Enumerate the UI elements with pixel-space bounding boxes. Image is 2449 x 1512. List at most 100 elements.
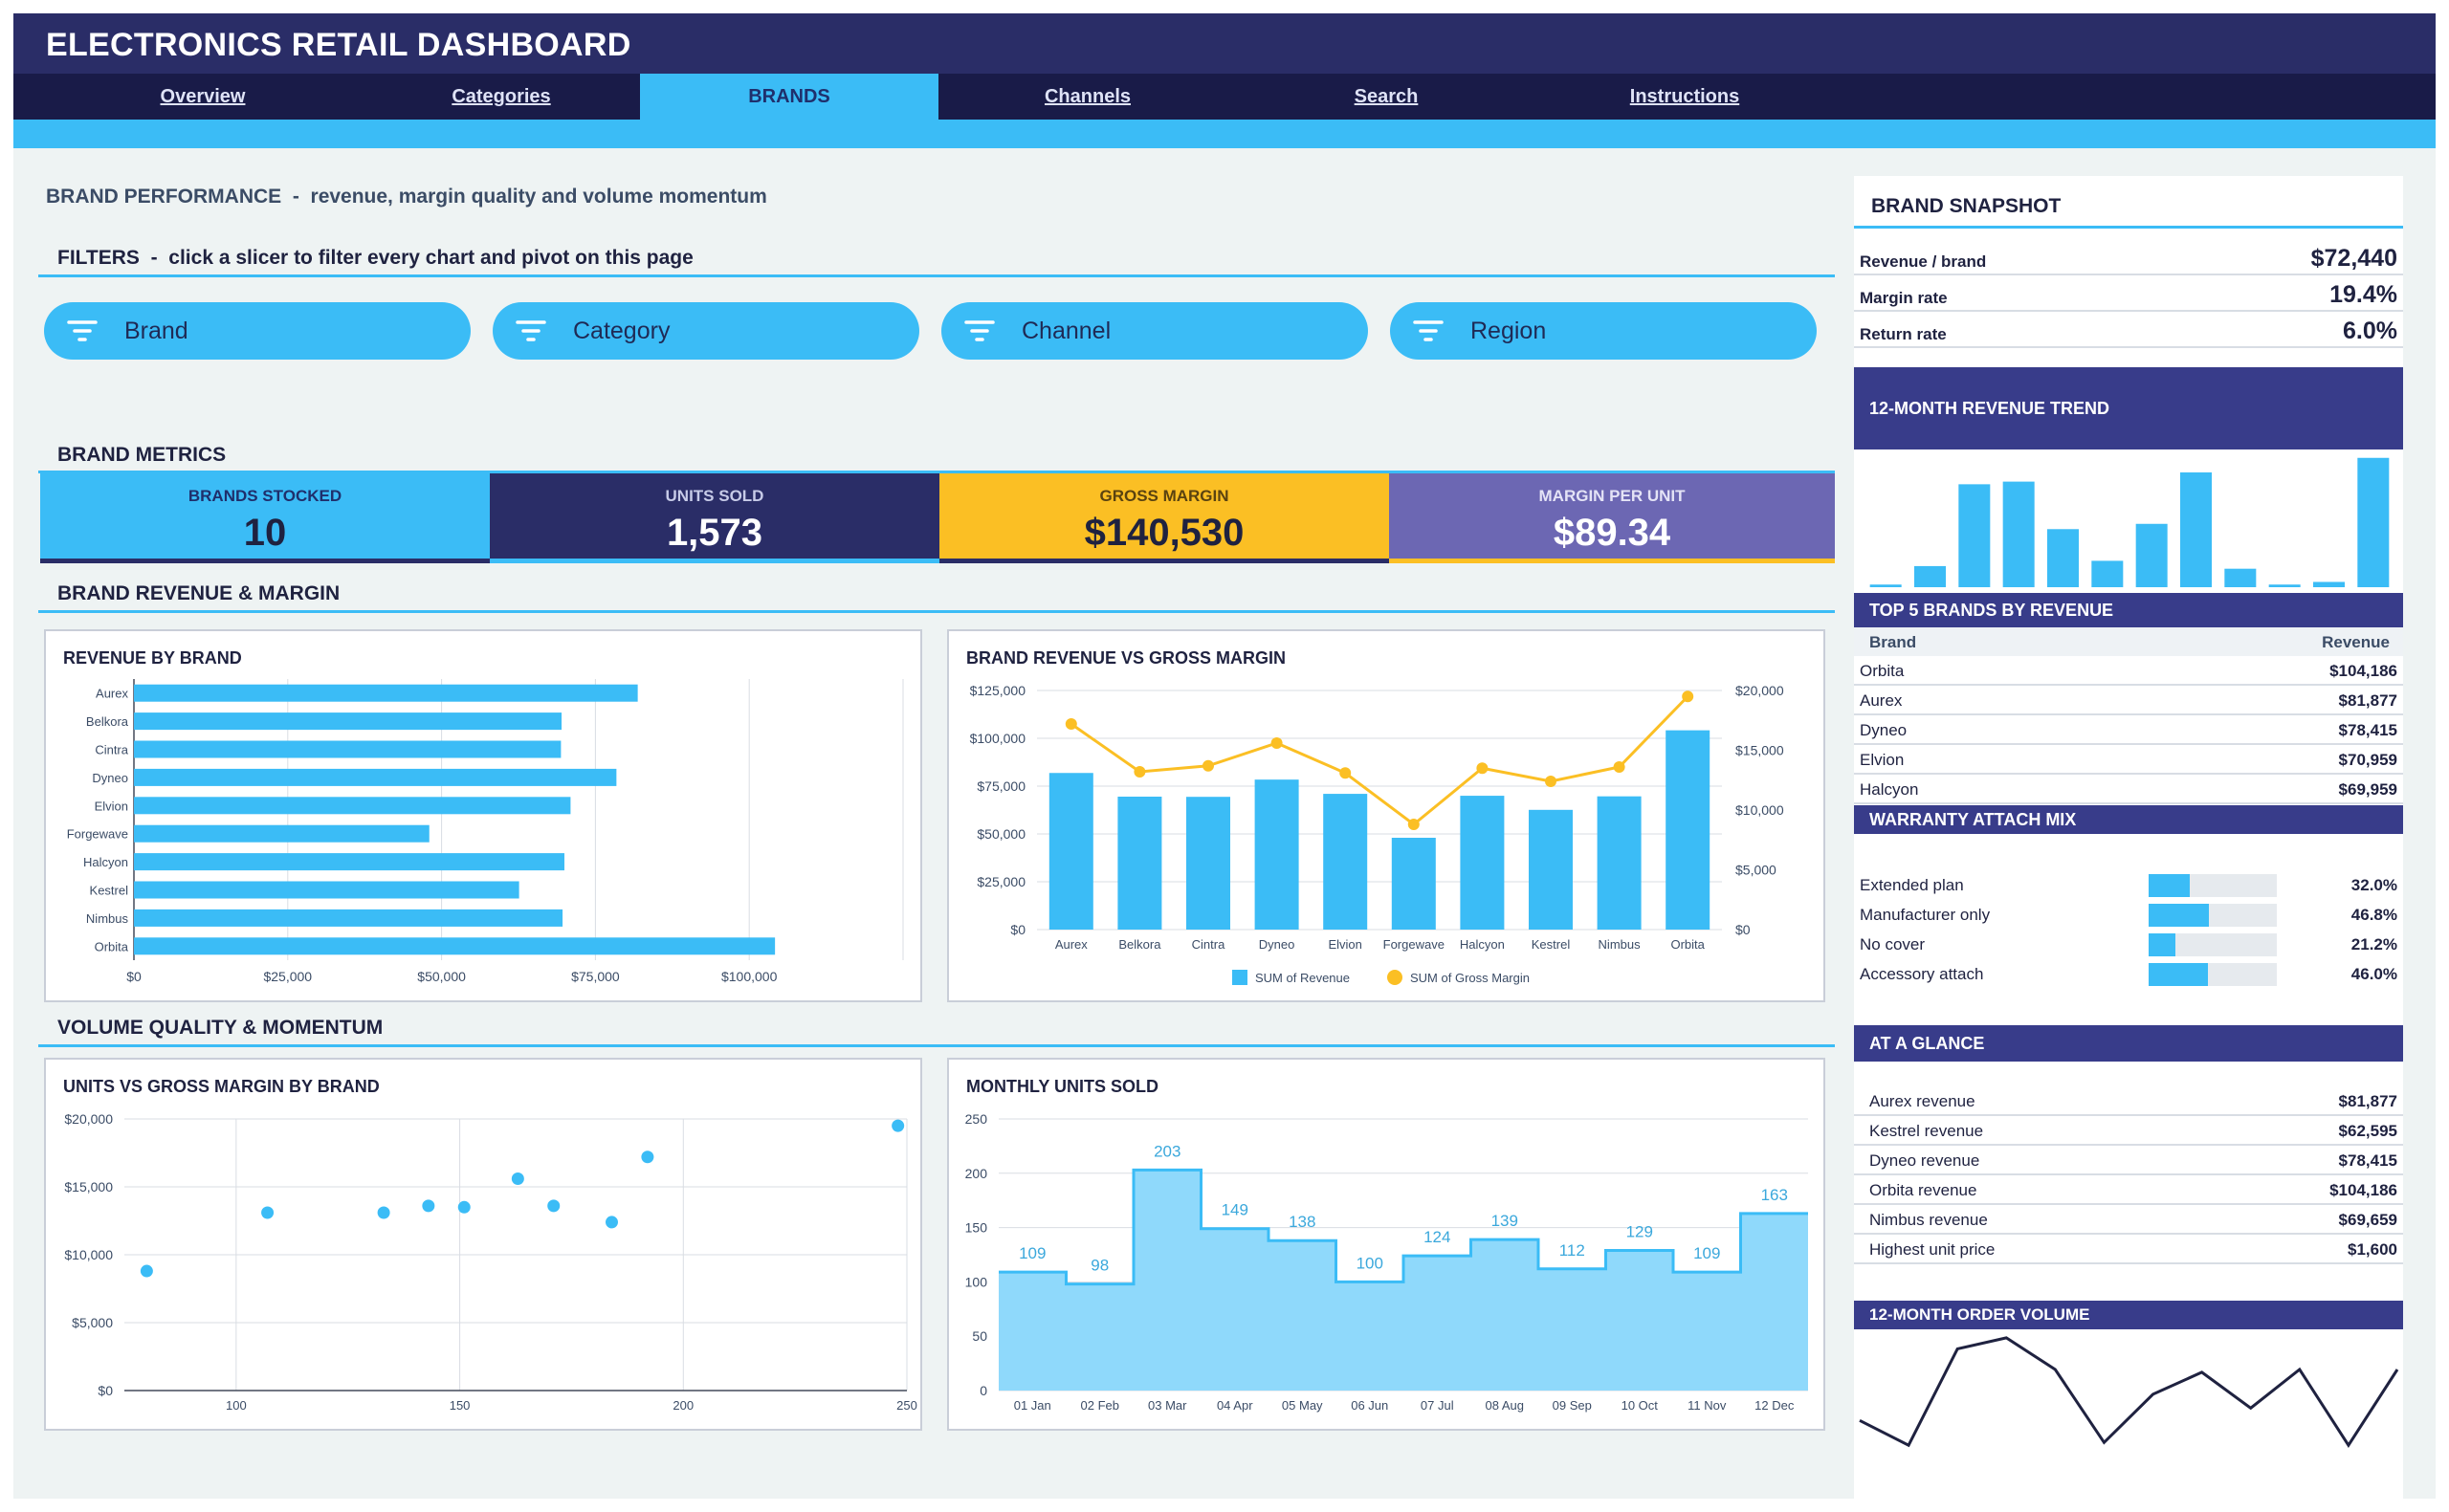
page-heading-subtitle: revenue, margin quality and volume momen… (310, 186, 767, 208)
y-tick-label: 200 (965, 1166, 988, 1181)
filter-icon (67, 320, 98, 341)
kpi-label: MARGIN PER UNIT (1538, 487, 1686, 505)
sidebar-panel: BRAND SNAPSHOT Revenue / brand $72,440 M… (1854, 176, 2403, 1499)
warranty-bar-track (2149, 933, 2277, 956)
bar (1186, 797, 1230, 930)
glance-row: Highest unit price $1,600 (1854, 1235, 2403, 1264)
y-tick-label: $0 (98, 1383, 113, 1398)
warranty-row: Extended plan 32.0% (1854, 870, 2403, 900)
scatter-point (377, 1206, 390, 1219)
x-tick-label: 02 Feb (1081, 1398, 1119, 1413)
chart-title: BRAND REVENUE VS GROSS MARGIN (966, 648, 1287, 668)
trend-bar (2047, 529, 2079, 587)
margin-point (1339, 767, 1352, 779)
bar (1048, 773, 1093, 930)
y2-tick-label: $0 (1735, 922, 1751, 937)
data-label: 163 (1761, 1186, 1788, 1204)
filters-heading: FILTERS - click a slicer to filter every… (57, 247, 694, 270)
tab-categories[interactable]: Categories (452, 86, 551, 107)
tab-instructions[interactable]: Instructions (1629, 86, 1740, 107)
y-tick-label: $10,000 (64, 1247, 113, 1262)
kpi-units-sold: UNITS SOLD 1,573 (490, 473, 939, 563)
bar (1323, 794, 1368, 930)
order-volume-plot (1859, 1336, 2399, 1448)
top5-brand: Aurex (1860, 691, 1903, 710)
scatter-point (605, 1216, 618, 1229)
snapshot-value: 19.4% (2329, 281, 2397, 308)
chart-revenue-by-brand: REVENUE BY BRAND $0 $25,000 $50,000 $75,000… (44, 629, 922, 1002)
x-tick-label: Nimbus (1599, 937, 1642, 952)
revenue-by-brand-plot: $0 $25,000 $50,000 $75,000 $100,000 Aurex Belk… (67, 679, 904, 984)
margin-line (1070, 695, 1689, 826)
order-volume-line (1859, 1336, 2399, 1448)
y-tick-label: $75,000 (977, 778, 1026, 794)
bar (134, 797, 571, 815)
legend-label-revenue: SUM of Revenue (1255, 971, 1350, 985)
top5-header: TOP 5 BRANDS BY REVENUE (1854, 593, 2403, 627)
chart-title: MONTHLY UNITS SOLD (966, 1077, 1159, 1096)
top5-row: Orbita $104,186 (1854, 656, 2403, 686)
slicer-region[interactable]: Region (1390, 302, 1817, 360)
x-tick-label: 11 Nov (1688, 1398, 1727, 1413)
category-label: Dyneo (92, 771, 128, 785)
scatter-point (261, 1206, 275, 1219)
category-label: Nimbus (86, 911, 129, 926)
trend-header: 12-MONTH REVENUE TREND (1854, 367, 2403, 449)
section-rule (38, 610, 1835, 613)
monthly-units-plot: 0 50 100 150 200 250 109 01 Jan 98 02 Feb 203 03 Ma… (965, 1111, 1808, 1413)
legend-label-margin: SUM of Gross Margin (1410, 971, 1530, 985)
bar (1391, 838, 1436, 930)
warranty-bar-track (2149, 904, 2277, 927)
order-volume-header: 12-MONTH ORDER VOLUME (1854, 1301, 2403, 1329)
tab-overview[interactable]: Overview (160, 86, 246, 107)
x-tick-label: Orbita (1670, 937, 1705, 952)
margin-point (1545, 776, 1556, 787)
slicer-category-label: Category (573, 318, 671, 344)
dashboard-window: ELECTRONICS RETAIL DASHBOARD Overview Ca… (13, 13, 2436, 1499)
snapshot-title: BRAND SNAPSHOT (1871, 195, 2062, 217)
tab-search[interactable]: Search (1354, 86, 1419, 107)
x-tick-label: $0 (126, 969, 142, 984)
slicer-brand-label: Brand (124, 318, 188, 344)
data-label: 98 (1091, 1257, 1109, 1275)
scatter-point (892, 1119, 905, 1132)
x-tick-label: 100 (226, 1398, 247, 1413)
tab-accent-strip (13, 120, 2436, 148)
kpi-label: BRANDS STOCKED (188, 487, 342, 505)
category-label: Belkora (86, 714, 129, 729)
tab-brands[interactable]: BRANDS (640, 74, 938, 120)
data-label: 109 (1019, 1244, 1046, 1262)
slicer-category[interactable]: Category (493, 302, 919, 360)
warranty-value: 32.0% (2350, 876, 2397, 894)
category-label: Halcyon (83, 855, 128, 869)
section-heading-volume: VOLUME QUALITY & MOMENTUM (57, 1017, 384, 1039)
chart-units-vs-margin: UNITS VS GROSS MARGIN BY BRAND $0 $5,000 $… (44, 1058, 922, 1431)
trend-bar (2357, 457, 2390, 587)
slicer-channel[interactable]: Channel (941, 302, 1368, 360)
warranty-header: WARRANTY ATTACH MIX (1854, 805, 2403, 834)
snapshot-label: Return rate (1860, 325, 1947, 343)
top5-brand: Elvion (1860, 751, 1905, 769)
slicer-brand[interactable]: Brand (44, 302, 471, 360)
scatter-point (511, 1172, 524, 1185)
warranty-row: Accessory attach 46.0% (1854, 959, 2403, 989)
top5-row: Elvion $70,959 (1854, 745, 2403, 775)
data-label: 109 (1693, 1244, 1720, 1262)
x-tick-label: Kestrel (1532, 937, 1571, 952)
kpi-value: $140,530 (1084, 512, 1245, 554)
trend-bar (2002, 481, 2035, 587)
y-tick-label: $25,000 (977, 874, 1026, 889)
chart-title: UNITS VS GROSS MARGIN BY BRAND (63, 1077, 380, 1096)
margin-point (1065, 718, 1077, 730)
y-tick-label: $125,000 (970, 683, 1026, 698)
bar (1666, 730, 1710, 930)
glance-header: AT A GLANCE (1854, 1025, 2403, 1062)
tab-channels[interactable]: Channels (1044, 86, 1132, 107)
data-label: 203 (1154, 1142, 1180, 1160)
trend-bar (2180, 471, 2212, 587)
margin-point (1134, 766, 1146, 778)
kpi-gross-margin: GROSS MARGIN $140,530 (939, 473, 1389, 563)
trend-bar (2313, 581, 2345, 587)
x-tick-label: 150 (450, 1398, 471, 1413)
bar (134, 684, 638, 702)
